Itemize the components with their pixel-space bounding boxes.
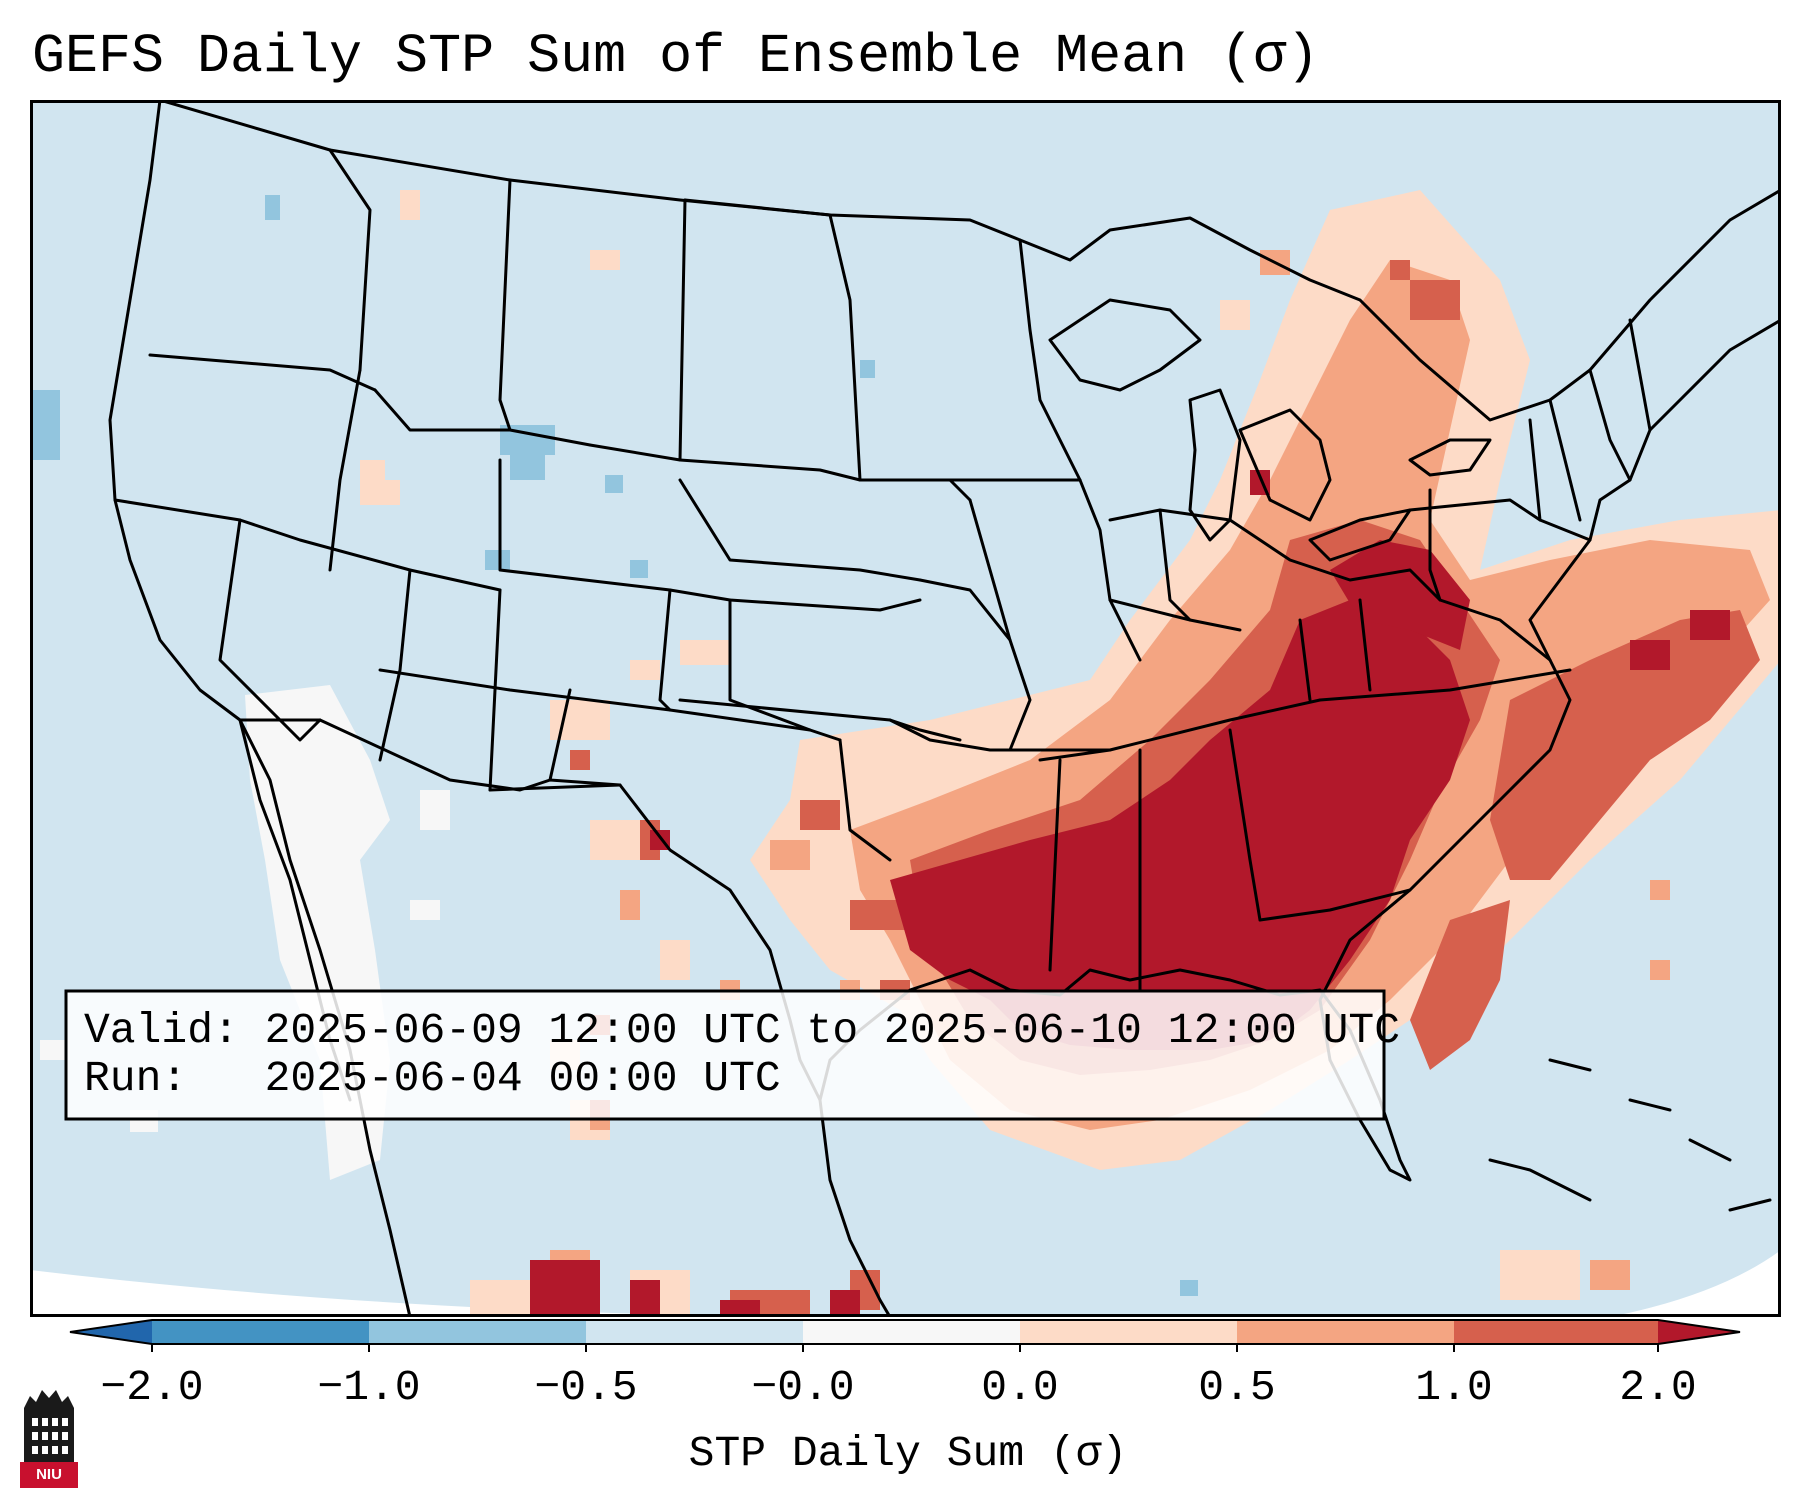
colorbar-tick-label: 1.0: [1415, 1363, 1493, 1412]
colorbar-tick-label: −0.0: [751, 1363, 855, 1412]
boundaries: [108, 100, 1781, 1317]
colorbar-tick-label: −0.5: [534, 1363, 638, 1412]
colorbar-tick-label: 0.5: [1198, 1363, 1276, 1412]
colorbar-bin: [1454, 1320, 1658, 1344]
colorbar-bin: [1237, 1320, 1454, 1344]
valid-line: Valid: 2025-06-09 12:00 UTC to 2025-06-1…: [84, 1006, 1400, 1055]
negative-cells: [30, 195, 1198, 1296]
colorbar-bin-low: [70, 1320, 152, 1344]
colorbar-label: STP Daily Sum (σ): [688, 1429, 1128, 1478]
colorbar-tick-label: −1.0: [317, 1363, 421, 1412]
niu-logo-text: NIU: [36, 1466, 62, 1483]
colorbar-bin: [586, 1320, 803, 1344]
map-frame: [30, 100, 1781, 1317]
niu-logo: [20, 1390, 78, 1488]
colorbar-bin: [1020, 1320, 1237, 1344]
colorbar-tick-label: 2.0: [1619, 1363, 1697, 1412]
dark-red-field: [530, 470, 1730, 1317]
stp-map: Valid: 2025-06-09 12:00 UTC to 2025-06-1…: [30, 100, 1781, 1317]
logo-badge: [20, 1462, 78, 1488]
colorbar-bin: [152, 1320, 369, 1344]
colorbar-bin: [803, 1320, 1020, 1344]
out-of-domain-bottom-right: [1610, 1250, 1781, 1317]
map-title: GEFS Daily STP Sum of Ensemble Mean (σ): [32, 25, 1320, 88]
run-line: Run: 2025-06-04 00:00 UTC: [84, 1054, 781, 1103]
out-of-domain-bottom-left: [30, 1270, 790, 1317]
colorbar: [69, 1319, 1741, 1352]
info-box: [64, 989, 1386, 1121]
colorbar-bin-high: [1658, 1320, 1740, 1344]
colorbar-tick-label: −2.0: [100, 1363, 204, 1412]
colorbar-bin: [369, 1320, 586, 1344]
colorbar-tick-label: 0.0: [981, 1363, 1059, 1412]
